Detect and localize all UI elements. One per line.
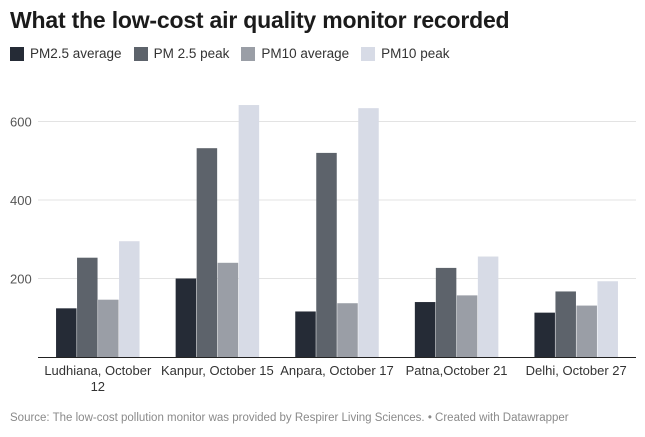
- y-tick-label-600: 600: [10, 115, 32, 130]
- legend-item-pm10-peak: PM10 peak: [361, 46, 449, 61]
- bar-2-1: [175, 278, 197, 357]
- legend-label-pm10-average: PM10 average: [261, 46, 350, 61]
- legend-swatch-pm25-peak: [133, 46, 148, 61]
- legend: PM2.5 average PM 2.5 peak PM10 average P…: [10, 46, 461, 61]
- x-tick-label-5: Delhi, October 27: [526, 363, 627, 378]
- bar-3-4: [358, 108, 379, 357]
- source-note: Source: The low-cost pollution monitor w…: [10, 412, 569, 424]
- bar-1-4: [119, 241, 140, 357]
- x-tick-label-1: Ludhiana, October 12: [44, 363, 152, 394]
- bar-5-1: [534, 312, 555, 357]
- bar-2-2: [196, 148, 218, 357]
- legend-swatch-pm25-average: [10, 46, 24, 61]
- bar-1-3: [98, 299, 119, 357]
- bar-1-2: [77, 257, 98, 357]
- legend-item-pm10-average: PM10 average: [241, 46, 349, 61]
- legend-label-pm10-peak: PM10 peak: [381, 46, 450, 61]
- legend-item-pm25-average: PM2.5 average: [10, 46, 122, 61]
- bar-3-3: [337, 303, 358, 357]
- legend-swatch-pm10-peak: [361, 46, 376, 61]
- bar-1-1: [56, 308, 77, 357]
- chart-title: What the low-cost air quality monitor re…: [10, 7, 510, 33]
- y-tick-label-400: 400: [10, 193, 32, 208]
- bar-5-2: [555, 291, 576, 357]
- legend-item-pm25-peak: PM 2.5 peak: [133, 46, 230, 61]
- bar-4-4: [477, 256, 499, 357]
- bar-3-1: [295, 311, 316, 357]
- bar-5-3: [576, 305, 597, 357]
- legend-swatch-pm10-average: [241, 46, 256, 61]
- bar-4-1: [414, 302, 436, 357]
- bar-4-2: [435, 267, 457, 357]
- bar-5-4: [597, 281, 618, 357]
- bar-2-4: [238, 105, 260, 357]
- legend-label-pm25-peak: PM 2.5 peak: [153, 46, 230, 61]
- bar-4-3: [456, 295, 478, 357]
- bar-2-3: [217, 262, 239, 357]
- bar-3-2: [316, 152, 337, 357]
- x-tick-label-3: Anpara, October 17: [280, 363, 393, 378]
- x-tick-label-2: Kanpur, October 15: [161, 363, 274, 378]
- y-tick-label-200: 200: [10, 272, 32, 287]
- legend-label-pm25-average: PM2.5 average: [30, 46, 122, 61]
- x-tick-label-4: Patna,October 21: [406, 363, 508, 378]
